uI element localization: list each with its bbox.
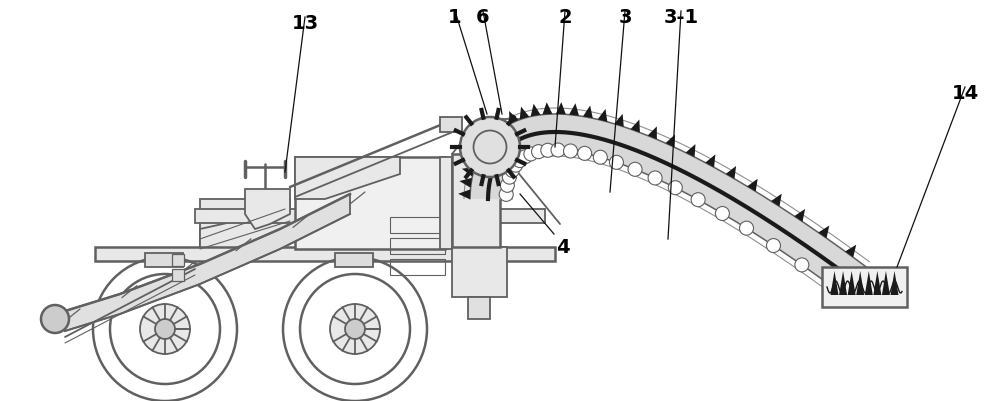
Polygon shape <box>569 104 579 116</box>
Polygon shape <box>873 271 881 295</box>
Bar <box>390 239 445 254</box>
Circle shape <box>345 319 365 339</box>
Circle shape <box>740 222 754 235</box>
Text: 13: 13 <box>291 14 319 33</box>
Bar <box>172 254 184 266</box>
Polygon shape <box>614 115 624 128</box>
Polygon shape <box>845 245 856 258</box>
Polygon shape <box>459 178 472 188</box>
Bar <box>822 267 907 307</box>
Polygon shape <box>705 155 715 168</box>
Polygon shape <box>497 118 508 131</box>
Polygon shape <box>686 145 695 158</box>
Circle shape <box>766 239 780 253</box>
Bar <box>468 297 490 319</box>
Polygon shape <box>479 135 491 147</box>
Polygon shape <box>200 200 290 257</box>
Circle shape <box>155 319 175 339</box>
Polygon shape <box>245 190 290 229</box>
Polygon shape <box>452 155 500 247</box>
Polygon shape <box>470 115 866 296</box>
Bar <box>195 209 545 223</box>
Text: 4: 4 <box>556 237 570 256</box>
Circle shape <box>628 163 642 177</box>
Text: 3: 3 <box>618 8 632 27</box>
Bar <box>172 269 184 281</box>
Bar <box>440 118 462 133</box>
Circle shape <box>551 144 565 158</box>
Circle shape <box>509 159 523 173</box>
Polygon shape <box>200 209 290 257</box>
Bar <box>95 247 555 261</box>
Text: 6: 6 <box>476 8 490 27</box>
Bar <box>295 158 445 249</box>
Polygon shape <box>794 209 805 222</box>
Polygon shape <box>848 271 856 295</box>
Circle shape <box>502 171 516 185</box>
Polygon shape <box>472 146 484 156</box>
Polygon shape <box>466 157 479 166</box>
Polygon shape <box>882 271 890 295</box>
Circle shape <box>668 181 682 195</box>
Circle shape <box>41 305 69 333</box>
Circle shape <box>532 145 546 159</box>
Polygon shape <box>598 109 607 122</box>
Circle shape <box>715 207 729 221</box>
Polygon shape <box>865 271 873 295</box>
Circle shape <box>541 144 555 158</box>
Polygon shape <box>556 103 566 115</box>
Polygon shape <box>856 271 864 295</box>
Polygon shape <box>458 190 470 200</box>
Text: 14: 14 <box>951 84 979 103</box>
Text: 3-1: 3-1 <box>663 8 699 27</box>
Bar <box>390 217 445 233</box>
Circle shape <box>593 151 607 165</box>
Circle shape <box>825 279 839 294</box>
Polygon shape <box>666 135 675 148</box>
Polygon shape <box>583 106 593 119</box>
Circle shape <box>691 193 705 207</box>
Circle shape <box>578 147 592 161</box>
Polygon shape <box>462 168 475 177</box>
Circle shape <box>648 172 662 186</box>
Polygon shape <box>771 194 782 207</box>
Circle shape <box>460 118 520 178</box>
Circle shape <box>140 304 190 354</box>
Polygon shape <box>509 112 519 125</box>
Bar <box>390 259 445 275</box>
Polygon shape <box>818 226 829 239</box>
Bar <box>335 253 373 267</box>
Circle shape <box>795 258 809 272</box>
Polygon shape <box>520 107 529 120</box>
Polygon shape <box>487 126 499 138</box>
Circle shape <box>518 150 532 164</box>
Bar <box>452 247 507 297</box>
Circle shape <box>500 179 514 193</box>
Circle shape <box>524 148 538 162</box>
Polygon shape <box>295 158 400 200</box>
Polygon shape <box>830 271 838 295</box>
Circle shape <box>330 304 380 354</box>
Polygon shape <box>531 104 541 117</box>
Polygon shape <box>65 194 350 331</box>
Bar <box>145 253 183 267</box>
Polygon shape <box>542 103 552 115</box>
Bar <box>440 158 452 249</box>
Text: 2: 2 <box>558 8 572 27</box>
Circle shape <box>609 156 623 170</box>
Polygon shape <box>839 271 847 295</box>
Polygon shape <box>747 179 758 192</box>
Circle shape <box>499 188 513 202</box>
Polygon shape <box>648 127 657 140</box>
Polygon shape <box>891 271 898 295</box>
Polygon shape <box>726 166 736 179</box>
Polygon shape <box>631 120 640 133</box>
Circle shape <box>513 154 527 168</box>
Text: 1: 1 <box>448 8 462 27</box>
Circle shape <box>564 145 578 159</box>
Circle shape <box>505 164 519 178</box>
